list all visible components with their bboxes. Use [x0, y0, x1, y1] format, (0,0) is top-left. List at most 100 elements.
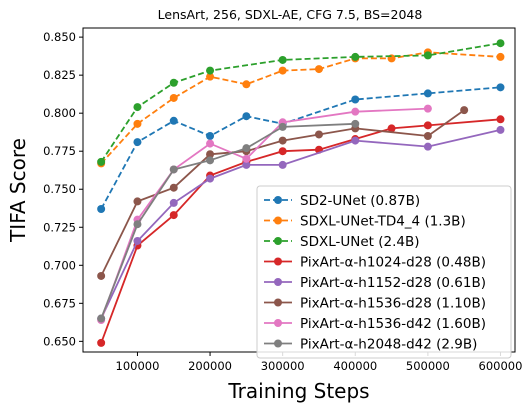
- legend-marker: [274, 257, 282, 266]
- data-point: [206, 139, 215, 148]
- legend-item: PixArt-α-h2048-d42 (2.9B): [264, 337, 477, 353]
- data-point: [206, 150, 215, 159]
- data-point: [169, 78, 178, 87]
- data-point: [242, 160, 251, 169]
- legend-marker: [274, 298, 282, 307]
- data-point: [423, 51, 432, 60]
- data-point: [278, 55, 287, 64]
- data-point: [206, 132, 215, 140]
- legend-marker: [274, 196, 282, 204]
- data-point: [169, 198, 178, 207]
- data-point: [496, 39, 505, 48]
- y-tick-label: 0.675: [43, 296, 76, 310]
- y-tick-label: 0.725: [43, 220, 76, 234]
- legend-item: SDXL-UNet (2.4B): [264, 234, 420, 250]
- legend-label: SDXL-UNet (2.4B): [300, 234, 420, 250]
- y-tick-label: 0.700: [43, 258, 76, 272]
- data-point: [133, 103, 142, 112]
- data-point: [351, 107, 360, 116]
- series-line: [100, 42, 501, 163]
- data-point: [242, 80, 251, 89]
- data-point: [423, 104, 432, 113]
- data-point: [423, 121, 432, 130]
- data-point: [169, 116, 178, 125]
- data-point: [423, 142, 432, 151]
- data-point: [169, 211, 178, 220]
- data-point: [97, 205, 106, 214]
- legend: SD2-UNet (0.87B) SDXL-UNet-TD4_4 (1.3B) SD…: [256, 185, 512, 359]
- data-point: [351, 136, 360, 145]
- chart-title: LensArt, 256, SDXL-AE, CFG 7.5, BS=2048: [158, 7, 423, 22]
- legend-label: SD2-UNet (0.87B): [300, 193, 420, 209]
- y-tick-label: 0.850: [43, 30, 76, 44]
- data-point: [278, 136, 287, 145]
- data-point: [278, 160, 287, 169]
- data-point: [133, 138, 142, 147]
- data-point: [133, 119, 142, 128]
- plot-area: [97, 39, 505, 347]
- data-point: [314, 65, 323, 74]
- y-axis: 0.650 0.675 0.700 0.725 0.750 0.775 0.800 0.825…: [43, 30, 83, 348]
- data-point: [496, 115, 505, 124]
- data-point: [206, 174, 215, 183]
- x-axis: 100000 200000 300000 400000 500000 600000: [116, 352, 523, 373]
- y-tick-label: 0.825: [43, 68, 76, 82]
- data-point: [351, 119, 360, 128]
- data-point: [133, 220, 142, 229]
- data-point: [133, 197, 142, 206]
- x-tick-label: 500000: [406, 359, 450, 373]
- x-axis-label: Training Steps: [227, 379, 369, 403]
- data-point: [206, 156, 215, 165]
- data-point: [496, 52, 505, 61]
- series-2: [97, 39, 505, 166]
- series-line: [100, 51, 501, 165]
- data-point: [242, 154, 251, 163]
- data-point: [460, 106, 469, 115]
- legend-marker: [274, 319, 282, 327]
- legend-label: PixArt-α-h1024-d28 (0.48B): [300, 255, 486, 271]
- y-tick-label: 0.800: [43, 106, 76, 120]
- data-point: [423, 89, 432, 98]
- data-point: [242, 112, 251, 121]
- legend-item: PixArt-α-h1536-d28 (1.10B): [264, 296, 486, 312]
- x-tick-label: 400000: [333, 359, 377, 373]
- legend-marker: [274, 339, 282, 348]
- series-line: [100, 107, 428, 321]
- x-tick-label: 300000: [261, 359, 305, 373]
- data-point: [169, 165, 178, 174]
- data-point: [242, 144, 251, 153]
- x-tick-label: 600000: [479, 359, 523, 373]
- data-point: [169, 183, 178, 192]
- y-tick-label: 0.775: [43, 144, 76, 158]
- data-point: [97, 338, 106, 347]
- legend-label: PixArt-α-h1536-d28 (1.10B): [300, 296, 486, 312]
- data-point: [278, 147, 287, 156]
- data-point: [133, 236, 142, 245]
- series-7: [97, 119, 360, 323]
- data-point: [278, 66, 287, 75]
- legend-item: PixArt-α-h1536-d42 (1.60B): [264, 316, 486, 332]
- series-3: [97, 115, 505, 347]
- legend-item: SD2-UNet (0.87B): [264, 193, 420, 209]
- legend-marker: [274, 237, 282, 245]
- y-axis-label: TIFA Score: [6, 138, 30, 243]
- data-point: [351, 95, 360, 104]
- data-point: [387, 124, 396, 133]
- x-tick-label: 200000: [188, 359, 232, 373]
- y-tick-label: 0.750: [43, 182, 76, 196]
- legend-label: PixArt-α-h2048-d42 (2.9B): [300, 337, 477, 353]
- data-point: [496, 125, 505, 134]
- legend-label: PixArt-α-h1536-d42 (1.60B): [300, 316, 486, 332]
- data-point: [97, 157, 106, 166]
- legend-item: SDXL-UNet-TD4_4 (1.3B): [264, 214, 466, 230]
- legend-item: PixArt-α-h1152-d28 (0.61B): [264, 275, 486, 291]
- data-point: [206, 66, 215, 75]
- data-point: [278, 122, 287, 131]
- data-point: [206, 72, 215, 81]
- series-1: [97, 48, 505, 168]
- legend-box: [256, 185, 512, 359]
- legend-marker: [274, 216, 282, 225]
- data-point: [97, 314, 106, 323]
- legend-marker: [274, 278, 282, 286]
- data-point: [423, 132, 432, 140]
